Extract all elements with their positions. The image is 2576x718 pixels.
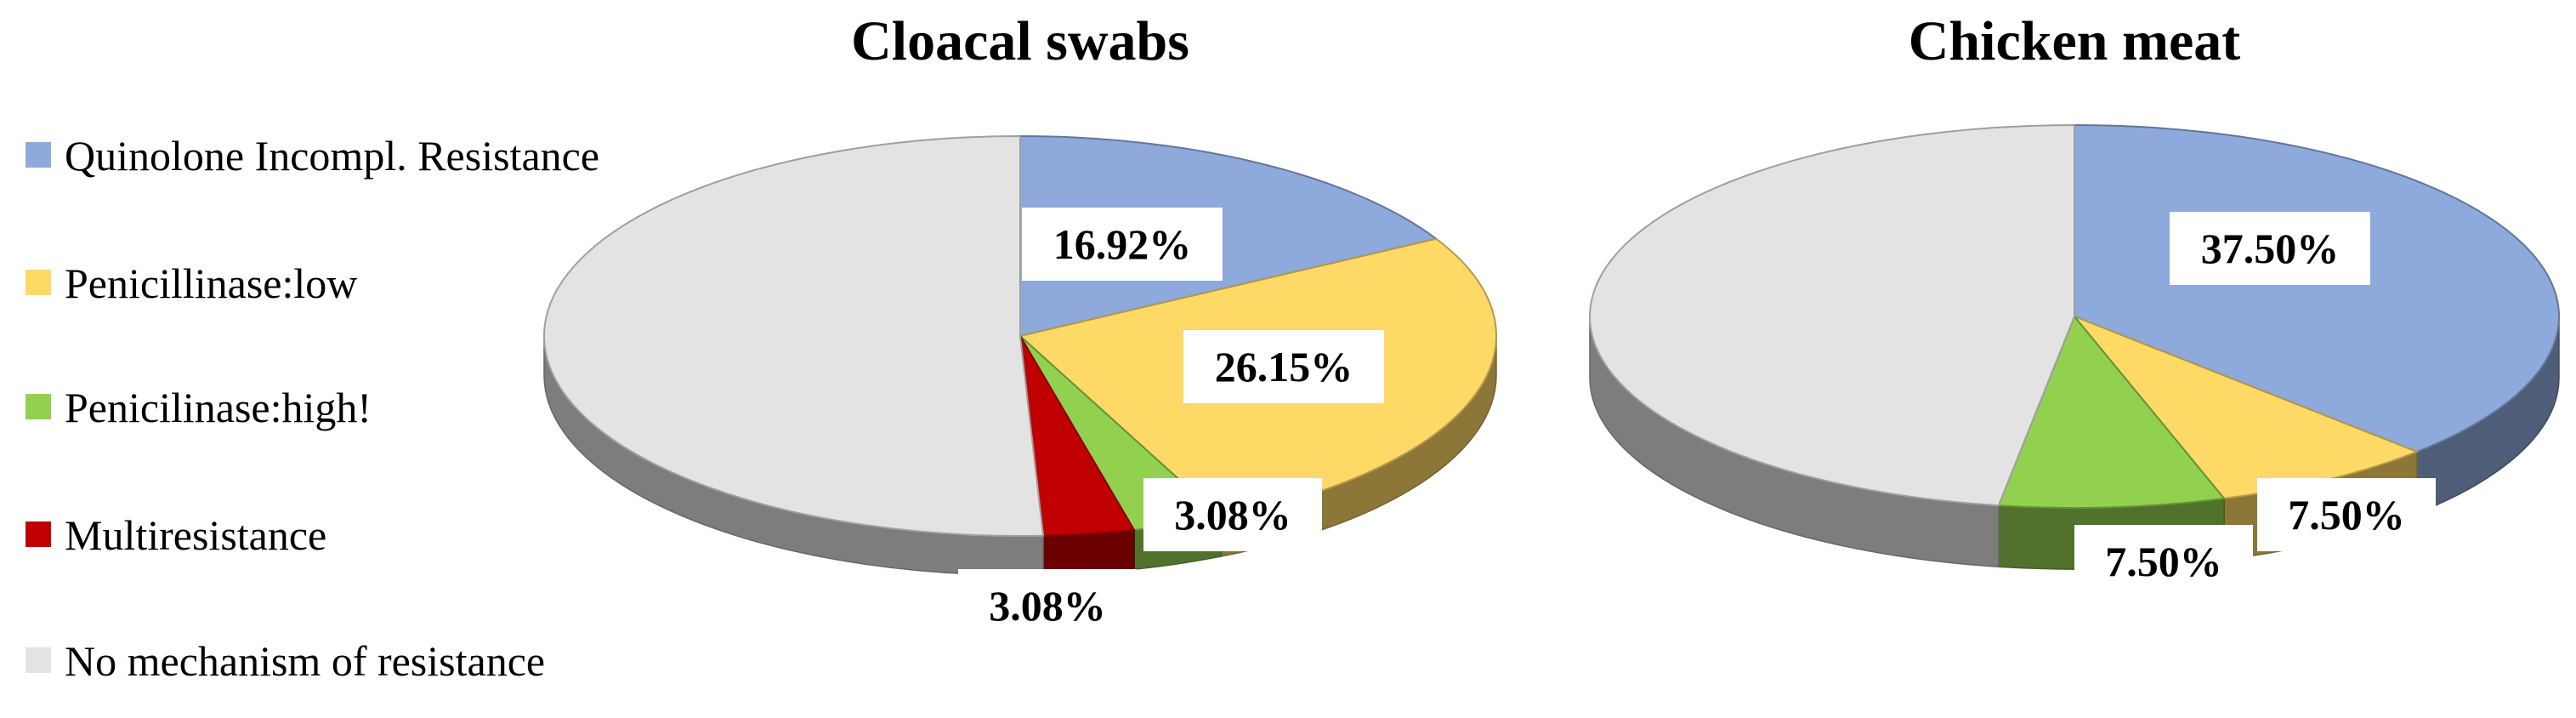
cloacal-swabs-label-text: 3.08% — [1174, 491, 1291, 538]
chicken-meat-label-text: 7.50% — [2105, 538, 2222, 585]
cloacal-swabs-label-quinolone-incompl-resistance: 16.92% — [1022, 208, 1223, 281]
cloacal-swabs-title: Cloacal swabs — [851, 10, 1189, 72]
legend-item-quinolone: Quinolone Incompl. Resistance — [26, 128, 651, 184]
chicken-meat-label-box — [2257, 478, 2436, 551]
chicken-meat-slice-quinolone-incompl-resistance — [2074, 123, 2560, 453]
legend-swatch-penicillinase-low — [26, 270, 51, 295]
legend-swatch-quinolone — [26, 142, 51, 168]
legend-label-no-mechanism: No mechanism of resistance — [65, 637, 546, 685]
cloacal-swabs-label-penicillinase-low: 26.15% — [1183, 330, 1384, 403]
cloacal-swabs-label-box — [1183, 330, 1384, 403]
cloacal-swabs-side-multiresistance — [1042, 529, 1135, 576]
chicken-meat-label-text: 37.50% — [2201, 225, 2340, 272]
legend-swatch-multiresistance — [26, 521, 51, 547]
chicken-meat-label-text: 7.50% — [2288, 491, 2405, 538]
chicken-meat-slice-penicilinase-high — [1997, 315, 2227, 509]
legend-label-penicilinase-high: Penicilinase:high! — [65, 384, 372, 431]
legend: Quinolone Incompl. Resistance Penicillin… — [26, 128, 655, 689]
cloacal-swabs-label-box — [958, 569, 1137, 642]
legend-label-quinolone: Quinolone Incompl. Resistance — [65, 132, 600, 180]
legend-swatch-no-mechanism — [26, 647, 51, 673]
chicken-meat-label-quinolone-incompl-resistance: 37.50% — [2170, 212, 2370, 285]
cloacal-swabs-label-text: 3.08% — [989, 582, 1106, 630]
chicken-meat-slice-no-mechanism-of-resistance — [1589, 123, 2075, 507]
cloacal-swabs-slice-no-mechanism-of-resistance — [543, 134, 1045, 537]
cloacal-swabs-label-multiresistance: 3.08% — [958, 569, 1137, 642]
chicken-meat-label-penicillinase-low: 7.50% — [2257, 478, 2436, 551]
legend-item-penicillinase-low: Penicillinase:low — [26, 255, 651, 311]
cloacal-swabs-label-text: 16.92% — [1053, 220, 1192, 268]
chicken-meat-pie: Chicken meat 37.50% 7.50% 7.50% — [1589, 10, 2560, 598]
cloacal-swabs-label-box — [1022, 208, 1223, 281]
legend-item-no-mechanism: No mechanism of resistance — [26, 633, 651, 689]
cloacal-swabs-label-penicilinase-high: 3.08% — [1143, 478, 1322, 551]
legend-item-penicilinase-high: Penicilinase:high! — [26, 379, 651, 436]
cloacal-swabs-label-box — [1143, 478, 1322, 551]
legend-label-multiresistance: Multiresistance — [65, 511, 327, 559]
legend-item-multiresistance: Multiresistance — [26, 507, 651, 563]
chicken-meat-title: Chicken meat — [1909, 10, 2240, 72]
cloacal-swabs-slice-quinolone-incompl-resistance — [1019, 134, 1438, 338]
legend-swatch-penicilinase-high — [26, 394, 51, 419]
cloacal-swabs-pie: Cloacal swabs 16.92% 26.15% 3.08% 3.08% — [543, 10, 1497, 642]
chicken-meat-label-box — [2074, 525, 2253, 598]
chicken-meat-label-penicilinase-high: 7.50% — [2074, 525, 2253, 598]
chicken-meat-label-box — [2170, 212, 2370, 285]
legend-label-penicillinase-low: Penicillinase:low — [65, 259, 358, 307]
cloacal-swabs-label-text: 26.15% — [1215, 343, 1353, 390]
